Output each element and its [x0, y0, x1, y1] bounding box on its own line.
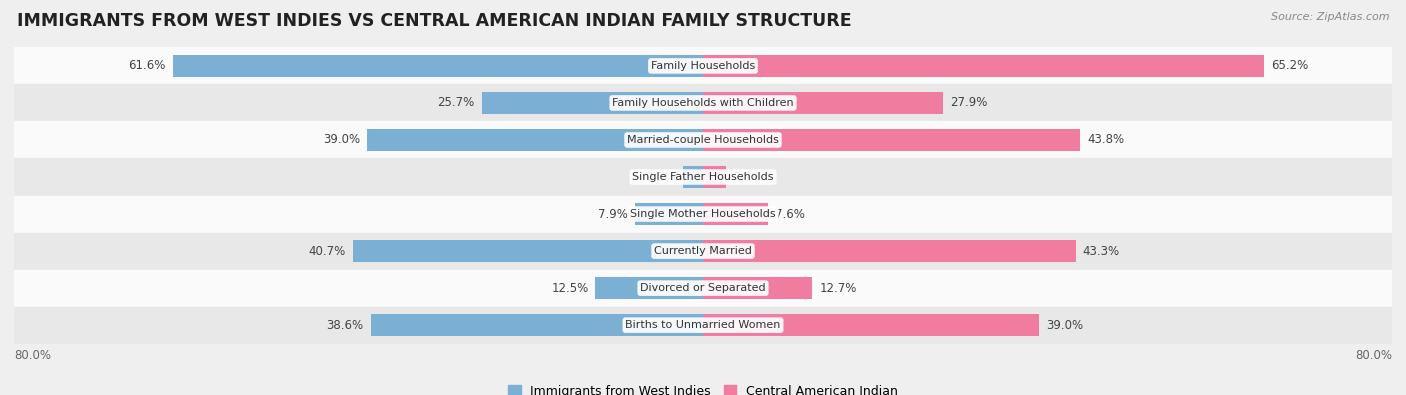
Text: 38.6%: 38.6%	[326, 319, 364, 332]
Bar	[14, 307, 1392, 344]
Bar	[14, 121, 1392, 158]
Bar	[14, 269, 1392, 307]
Bar	[703, 314, 1039, 336]
Text: Single Mother Households: Single Mother Households	[630, 209, 776, 219]
Bar	[703, 240, 1076, 262]
Text: 2.7%: 2.7%	[733, 171, 763, 184]
Text: IMMIGRANTS FROM WEST INDIES VS CENTRAL AMERICAN INDIAN FAMILY STRUCTURE: IMMIGRANTS FROM WEST INDIES VS CENTRAL A…	[17, 12, 852, 30]
Bar	[173, 55, 703, 77]
Text: Family Households with Children: Family Households with Children	[612, 98, 794, 108]
Text: Source: ZipAtlas.com: Source: ZipAtlas.com	[1271, 12, 1389, 22]
Text: 12.7%: 12.7%	[820, 282, 856, 295]
Text: 40.7%: 40.7%	[308, 245, 346, 258]
Bar	[595, 277, 703, 299]
Bar	[703, 92, 943, 114]
Text: 2.3%: 2.3%	[647, 171, 676, 184]
Text: 39.0%: 39.0%	[323, 134, 360, 147]
Text: 65.2%: 65.2%	[1271, 59, 1309, 72]
Text: 27.9%: 27.9%	[950, 96, 987, 109]
Text: Married-couple Households: Married-couple Households	[627, 135, 779, 145]
Bar	[14, 158, 1392, 196]
Bar	[703, 277, 813, 299]
Text: 7.6%: 7.6%	[775, 207, 806, 220]
Text: 43.3%: 43.3%	[1083, 245, 1121, 258]
Text: Divorced or Separated: Divorced or Separated	[640, 283, 766, 293]
Text: 25.7%: 25.7%	[437, 96, 475, 109]
Text: 80.0%: 80.0%	[1355, 349, 1392, 362]
Bar	[703, 166, 727, 188]
Bar	[14, 233, 1392, 269]
Bar	[371, 314, 703, 336]
Bar	[703, 203, 769, 225]
Bar	[683, 166, 703, 188]
Text: Single Father Households: Single Father Households	[633, 172, 773, 182]
Bar	[367, 129, 703, 151]
Text: 61.6%: 61.6%	[128, 59, 166, 72]
Text: Family Households: Family Households	[651, 61, 755, 71]
Text: 39.0%: 39.0%	[1046, 319, 1083, 332]
Text: Currently Married: Currently Married	[654, 246, 752, 256]
Legend: Immigrants from West Indies, Central American Indian: Immigrants from West Indies, Central Ame…	[503, 380, 903, 395]
Bar	[353, 240, 703, 262]
Text: 7.9%: 7.9%	[598, 207, 628, 220]
Text: 43.8%: 43.8%	[1087, 134, 1125, 147]
Text: 80.0%: 80.0%	[14, 349, 51, 362]
Bar	[14, 85, 1392, 121]
Bar	[14, 47, 1392, 85]
Bar	[482, 92, 703, 114]
Text: 12.5%: 12.5%	[551, 282, 589, 295]
Bar	[636, 203, 703, 225]
Text: Births to Unmarried Women: Births to Unmarried Women	[626, 320, 780, 330]
Bar	[14, 196, 1392, 233]
Bar	[703, 129, 1080, 151]
Bar	[703, 55, 1264, 77]
